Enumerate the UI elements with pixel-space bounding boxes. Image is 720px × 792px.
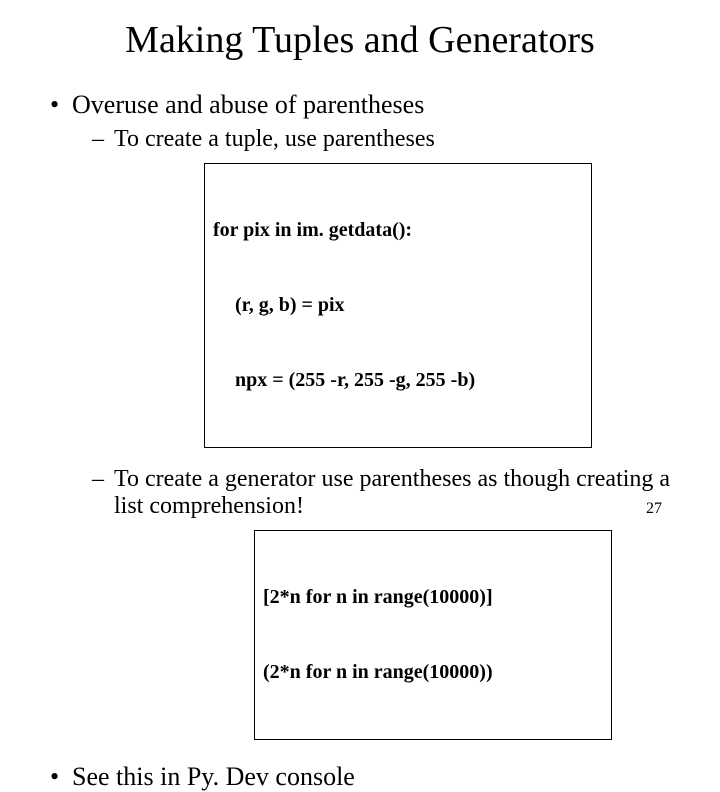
- slide-title: Making Tuples and Generators: [48, 18, 672, 62]
- code-box-tuple: for pix in im. getdata(): (r, g, b) = pi…: [204, 163, 592, 448]
- page-number: 27: [646, 500, 662, 518]
- bullet-level1: See this in Py. Dev console: [48, 762, 672, 792]
- bullet-level2: To create a generator use parentheses as…: [48, 466, 672, 520]
- bullet-level1: Overuse and abuse of parentheses: [48, 90, 672, 120]
- code-box-generator: [2*n for n in range(10000)] (2*n for n i…: [254, 530, 612, 740]
- code-line: [2*n for n in range(10000)]: [263, 585, 603, 610]
- code-line: (r, g, b) = pix: [213, 293, 583, 318]
- code-line: npx = (255 -r, 255 -g, 255 -b): [213, 368, 583, 393]
- code-line: (2*n for n in range(10000)): [263, 660, 603, 685]
- bullet-level2: To create a tuple, use parentheses: [48, 126, 672, 153]
- code-line: for pix in im. getdata():: [213, 218, 583, 243]
- slide-container: Making Tuples and Generators Overuse and…: [0, 0, 720, 540]
